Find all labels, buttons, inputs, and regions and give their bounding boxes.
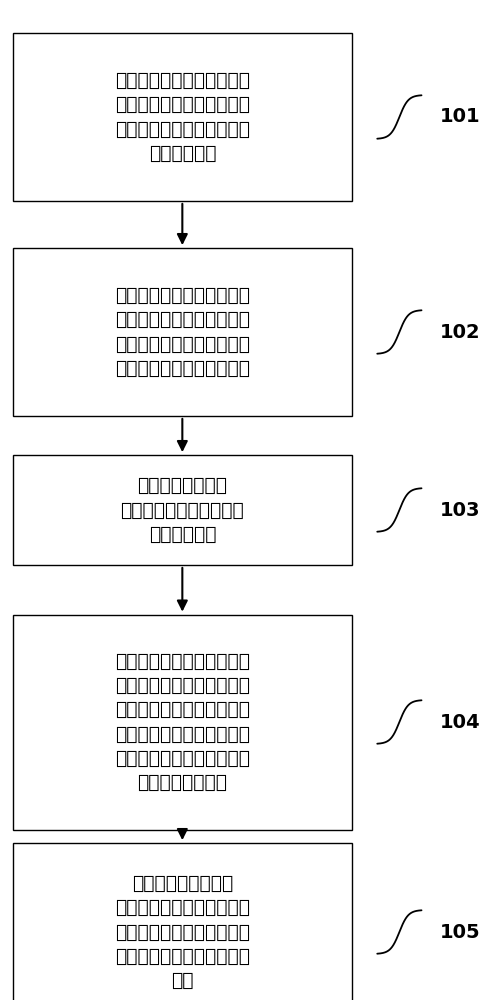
Text: 获取无线充电系统
工作频率，并测量整流桥
输入电感的值: 获取无线充电系统 工作频率，并测量整流桥 输入电感的值 [120,476,244,544]
Text: 105: 105 [440,922,481,942]
Text: 选取整流桥输入电压与整流
桥输入电感之前电压在一个
周期内相邻的上升沿过零点
，求得上升沿过零点时间差: 选取整流桥输入电压与整流 桥输入电感之前电压在一个 周期内相邻的上升沿过零点 ，… [115,286,250,378]
Text: 随机选取不同时长的
多个时间段，对多个时间段
内的无线充电系统负载估计
结果进行统计处理，得到估
计值: 随机选取不同时长的 多个时间段，对多个时间段 内的无线充电系统负载估计 结果进行… [115,874,250,990]
Text: 104: 104 [440,712,481,732]
Text: 利用整流桥输入电压与整流
桥输入电感之前电压的上升
沿过零点时间差、无线充电
系统工作频率，以及整流桥
输入电感的值，对无线充电
系统负载进行估计: 利用整流桥输入电压与整流 桥输入电感之前电压的上升 沿过零点时间差、无线充电 系… [115,652,250,792]
Text: 103: 103 [440,500,481,520]
Bar [13,614,352,829]
Text: 101: 101 [440,107,481,126]
Text: 对整流桥输入电压与整流桥
输入电感之前的电压进行上
升沿过零点检测，获取上升
沿过零点时间: 对整流桥输入电压与整流桥 输入电感之前的电压进行上 升沿过零点检测，获取上升 沿… [115,71,250,163]
Bar [13,455,352,565]
Bar [13,843,352,1000]
Bar [13,248,352,416]
Text: 102: 102 [440,322,481,342]
Bar [13,33,352,201]
